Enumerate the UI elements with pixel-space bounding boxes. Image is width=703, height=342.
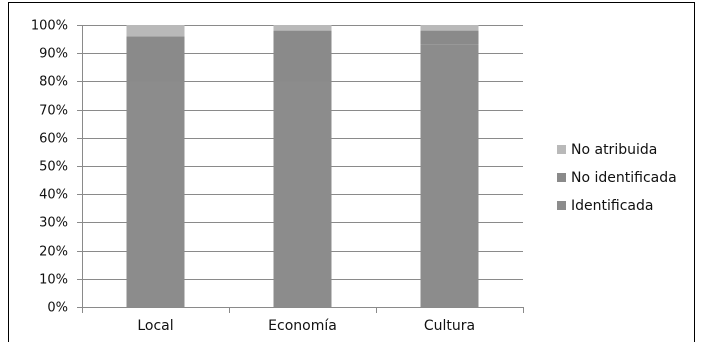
bar-economia-no-identificada [273, 30, 332, 82]
bar-local-identificada [126, 81, 185, 308]
y-tick-label: 90% [39, 47, 68, 62]
legend-swatch-no-identificada [557, 173, 566, 182]
x-category-label: Cultura [424, 318, 475, 334]
axes [8, 2, 695, 342]
y-tick-label: 80% [39, 75, 68, 90]
y-axis-tick-labels: 0% 10% 20% 30% 40% 50% 60% 70% 80% 90% 100% [31, 19, 68, 316]
x-axis-category-labels: Local Economía Cultura [137, 318, 475, 334]
x-category-label: Local [137, 318, 173, 334]
chart-border [8, 2, 695, 342]
legend-swatch-identificada [557, 201, 566, 210]
legend-label-identificada: Identificada [571, 198, 653, 214]
y-tick-label: 100% [31, 19, 68, 34]
bars [126, 25, 479, 308]
y-tick-label: 60% [39, 132, 68, 147]
y-tick-label: 30% [39, 216, 68, 231]
y-tick-label: 40% [39, 188, 68, 203]
x-category-label: Economía [268, 318, 337, 334]
bar-economia-identificada [273, 81, 332, 308]
y-tick-label: 50% [39, 160, 68, 175]
bar-cultura-no-identificada [420, 30, 479, 45]
y-tick-label: 20% [39, 245, 68, 260]
legend-label-no-identificada: No identificada [571, 170, 677, 186]
legend-label-no-atribuida: No atribuida [571, 142, 657, 158]
bar-local-no-identificada [126, 36, 185, 82]
bar-local-no-atribuida [126, 25, 185, 37]
legend-swatch-no-atribuida [557, 145, 566, 154]
bar-cultura-no-atribuida [420, 25, 479, 31]
y-tick-label: 70% [39, 104, 68, 119]
bar-economia-no-atribuida [273, 25, 332, 31]
y-tick-label: 10% [39, 273, 68, 288]
bar-cultura-identificada [420, 44, 479, 307]
legend: No atribuida No identificada Identificada [557, 142, 677, 214]
y-tick-label: 0% [47, 301, 68, 316]
